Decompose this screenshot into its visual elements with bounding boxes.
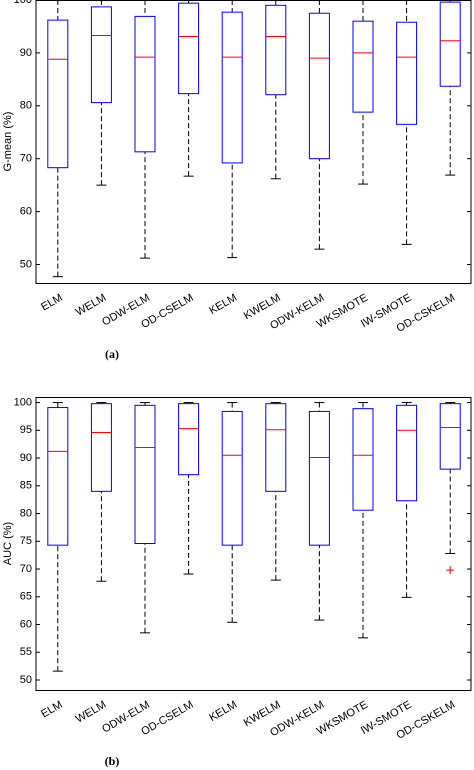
box — [265, 4, 287, 96]
y-tick-label: 50 — [20, 674, 32, 686]
box — [221, 410, 243, 546]
y-tick-label: 95 — [20, 424, 32, 436]
x-tick-label: KELM — [207, 292, 239, 317]
x-tick-label: WELM — [74, 699, 109, 726]
box — [90, 403, 112, 492]
outlier — [446, 566, 455, 575]
y-tick-label: 55 — [20, 646, 32, 658]
y-tick-label: 85 — [20, 480, 32, 492]
y-tick-label: 80 — [20, 507, 32, 519]
box — [134, 404, 156, 544]
x-tick-label: ELM — [39, 699, 65, 721]
y-tick-label: 60 — [20, 618, 32, 630]
box — [47, 407, 69, 546]
x-tick-label: WELM — [74, 292, 109, 319]
box — [308, 410, 330, 546]
y-tick-label: 90 — [20, 47, 32, 59]
plot-frame — [35, 0, 472, 284]
y-axis-label: G-mean (%) — [2, 112, 14, 172]
box — [47, 19, 69, 169]
box — [178, 403, 200, 476]
x-tick-label: ELM — [39, 292, 65, 314]
box — [439, 403, 461, 470]
y-tick-label: 70 — [20, 563, 32, 575]
box — [396, 21, 418, 125]
box — [308, 12, 330, 160]
y-tick-label: 100 — [14, 396, 32, 408]
x-tick-label: KELM — [207, 699, 239, 724]
caption: (a) — [105, 347, 119, 361]
box — [439, 1, 461, 87]
y-tick-label: 50 — [20, 258, 32, 270]
y-tick-label: 70 — [20, 153, 32, 165]
y-tick-label: 65 — [20, 591, 32, 603]
plot-frame — [35, 397, 472, 691]
box — [352, 408, 374, 511]
y-tick-label: 90 — [20, 452, 32, 464]
box — [178, 2, 200, 95]
y-tick-label: 75 — [20, 535, 32, 547]
box — [134, 15, 156, 153]
y-tick-label: 80 — [20, 100, 32, 112]
box — [352, 20, 374, 113]
box — [90, 6, 112, 104]
y-tick-label: 60 — [20, 205, 32, 217]
caption: (b) — [105, 754, 120, 768]
y-tick-label: 100 — [14, 0, 32, 6]
box — [221, 11, 243, 164]
box — [396, 404, 418, 502]
box — [265, 403, 287, 492]
y-axis-label: AUC (%) — [2, 522, 14, 565]
